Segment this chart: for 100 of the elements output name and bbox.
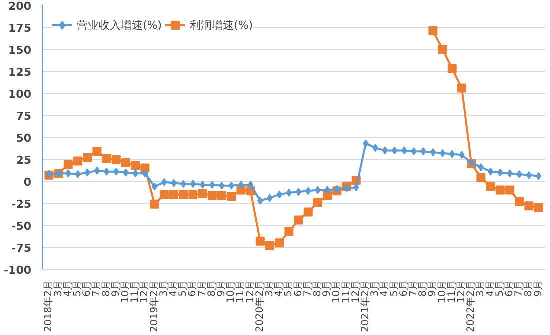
point [104,168,110,176]
point [64,160,73,170]
point [507,170,513,178]
x-tick-label: 2021年2月 [359,280,372,332]
x-tick-label: 11月 [446,280,458,304]
point [382,146,388,155]
x-tick-label: 9月 [428,280,439,297]
point [536,172,542,180]
legend-label: 营业收入增速(%) [77,18,162,32]
x-tick-label: 4月 [62,280,74,297]
point [284,227,294,236]
point [256,236,265,246]
y-tick-label: 0 [24,176,32,189]
point [304,208,313,217]
x-tick-label: 12月 [140,280,151,304]
point [534,203,544,212]
point [524,202,534,211]
x-tick-label: 6月 [188,280,199,297]
x-tick-label: 7月 [92,280,103,297]
x-tick-label: 12月 [350,280,362,304]
x-tick-label: 5月 [284,280,295,297]
point [188,190,198,200]
point [180,180,186,188]
y-tick-label: 75 [16,110,32,123]
point [218,191,227,200]
x-tick-label: 7月 [197,280,208,297]
point [160,190,169,200]
point [171,179,177,188]
point [248,181,254,190]
point [227,192,236,201]
x-tick-label: 8月 [312,280,324,297]
x-tick-label: 10月 [332,280,343,304]
point [112,155,121,164]
point [236,186,246,195]
x-tick-label: 12月 [245,280,256,304]
point [411,148,417,156]
x-tick-label: 9月 [110,280,122,297]
point [179,190,188,200]
y-tick-label: 150 [8,44,32,57]
point [296,188,302,196]
point [122,158,131,168]
point [275,238,284,248]
point [488,168,494,176]
legend-label: 利润增速(%) [190,18,254,32]
point [66,170,72,178]
point [102,154,112,164]
x-tick-label: 8月 [206,280,218,297]
point [266,241,274,250]
point [498,168,504,177]
x-tick-label: 2020年2月 [254,280,266,332]
x-tick-label: 3月 [53,280,64,297]
y-tick-label: 25 [16,154,32,167]
x-tick-label: 7月 [408,280,420,297]
x-tick-label: 3月 [158,280,170,297]
point [131,161,140,170]
point [258,196,264,205]
point [294,216,304,225]
point [94,166,100,175]
point [123,168,129,177]
point [430,148,436,156]
point [440,149,446,158]
x-tick-label: 4月 [485,280,496,297]
point [150,200,160,209]
point [219,182,225,190]
x-tick-label: 3月 [476,280,487,297]
point [457,84,466,93]
x-tick-label: 5月 [494,280,506,297]
point [420,148,426,156]
point [92,147,102,156]
point [170,190,179,200]
x-tick-label: 11月 [341,280,352,304]
point [84,168,90,177]
point [450,150,456,158]
point [324,186,330,194]
point [208,191,217,200]
y-tick-label: 50 [16,132,32,145]
point [142,170,148,178]
point [334,185,340,194]
point [83,153,92,162]
x-tick-label: 12月 [456,280,468,304]
x-tick-label: 5月 [389,280,400,297]
point [75,170,81,178]
point [428,26,438,36]
point [402,146,408,155]
point [74,156,83,166]
x-tick-label: 2018年2月 [42,280,55,332]
point [198,189,208,198]
point [476,173,486,182]
point [200,181,206,190]
point [210,181,216,190]
point [526,171,532,180]
point [314,198,322,208]
point [228,182,234,190]
x-tick-label: 8月 [101,280,112,297]
y-tick-label: 125 [8,66,32,79]
point [496,186,505,195]
point [478,163,484,172]
y-tick-label: 100 [8,88,32,101]
y-tick-label: -50 [12,220,32,233]
y-tick-label: -75 [12,242,32,255]
